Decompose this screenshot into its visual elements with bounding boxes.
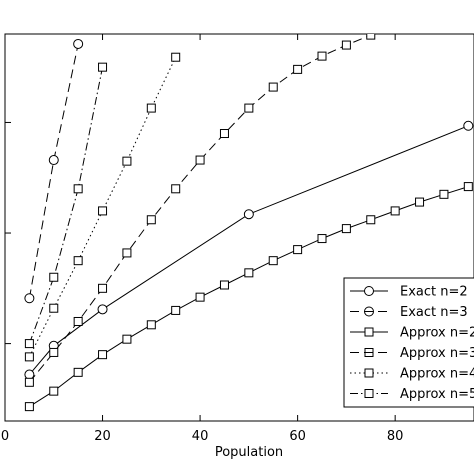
legend-marker-1 — [364, 306, 374, 317]
legend-item-4: Approx n=4 — [350, 367, 474, 382]
series-2-point-15 — [390, 206, 400, 216]
series-2-point-12 — [317, 234, 327, 244]
series-2-point-16 — [415, 197, 425, 207]
legend-label-3: Approx n=3 — [400, 346, 474, 361]
series-1 — [24, 38, 84, 304]
series-2-point-2 — [73, 367, 83, 377]
series-2-point-14 — [366, 215, 376, 225]
series-line-1 — [28, 43, 79, 299]
series-3-point-3 — [98, 283, 108, 293]
series-4 — [24, 52, 181, 362]
legend-label-2: Approx n=2 — [400, 326, 474, 341]
series-4-point-5 — [146, 103, 156, 113]
series-3-point-17 — [440, 6, 448, 14]
series-3-point-9 — [244, 103, 254, 113]
legend-item-3: Approx n=3 — [350, 346, 474, 361]
series-2-point-1 — [49, 386, 59, 396]
series-3-point-18 — [464, 0, 472, 7]
x-axis-label: Population — [215, 445, 283, 460]
legend: Exact n=2 Exact n=3 Approx n=2 Approx n=3 Ap… — [343, 277, 474, 408]
series-3 — [24, 0, 472, 387]
series-2-point-0 — [24, 402, 34, 412]
legend-box — [343, 277, 474, 408]
series-0-point-4 — [463, 120, 474, 131]
series-3-point-7 — [195, 155, 205, 165]
series-0-point-2 — [97, 304, 108, 315]
series-0 — [24, 120, 474, 380]
legend-label-0: Exact n=2 — [400, 285, 468, 300]
series-3-point-14 — [366, 34, 376, 40]
series-2-point-9 — [244, 268, 254, 278]
x-tick-label-0: 0 — [1, 429, 9, 444]
series-line-5 — [28, 67, 103, 344]
series-4-point-2 — [73, 256, 83, 266]
series-2-point-13 — [341, 224, 351, 234]
x-tick-label-4: 80 — [387, 429, 404, 444]
legend-marker-3 — [364, 348, 374, 357]
series-2-point-5 — [146, 320, 156, 330]
series-3-point-0 — [24, 377, 34, 387]
series-3-point-12 — [317, 51, 327, 61]
series-1-point-1 — [48, 155, 59, 166]
series-5 — [24, 62, 108, 349]
series-5-point-2 — [73, 184, 83, 194]
series-5-point-1 — [49, 272, 59, 282]
series-4-point-0 — [24, 352, 34, 362]
series-4-point-4 — [122, 156, 132, 166]
series-0-point-3 — [243, 209, 254, 220]
axes — [4, 33, 474, 422]
series-3-point-6 — [171, 184, 181, 194]
legend-label-4: Approx n=4 — [400, 367, 474, 382]
series-3-point-2 — [73, 316, 83, 326]
legend-marker-2 — [364, 327, 374, 337]
plot-frame — [4, 33, 474, 422]
legend-marker-5 — [364, 389, 374, 398]
series-4-point-3 — [98, 206, 108, 216]
series-3-point-1 — [49, 347, 59, 357]
series-2-point-6 — [171, 305, 181, 315]
series-2-point-7 — [195, 292, 205, 302]
series-5-point-3 — [98, 62, 108, 72]
x-tick-label-3: 60 — [289, 429, 306, 444]
series-4-point-1 — [49, 303, 59, 313]
series-5-point-0 — [24, 339, 34, 349]
legend-label-5: Approx n=5 — [400, 387, 474, 402]
series-3-point-4 — [122, 248, 132, 258]
legend-item-2: Approx n=2 — [350, 326, 474, 341]
series-2-point-18 — [463, 182, 473, 192]
series-2-point-3 — [98, 350, 108, 360]
x-tick-label-2: 40 — [192, 429, 209, 444]
series-3-point-15 — [391, 22, 399, 30]
series-2-point-11 — [293, 245, 303, 255]
legend-item-1: Exact n=3 — [350, 305, 468, 320]
legend-item-5: Approx n=5 — [350, 387, 474, 402]
series-2-point-17 — [439, 189, 449, 199]
series-3-point-8 — [219, 129, 229, 139]
series-2 — [24, 182, 473, 412]
series-2-point-8 — [219, 280, 229, 290]
series-4-point-6 — [171, 52, 181, 62]
legend-item-0: Exact n=2 — [350, 285, 468, 300]
legend-marker-0 — [364, 286, 374, 296]
legend-marker-4 — [364, 368, 374, 378]
series-layer — [24, 0, 474, 412]
legend-label-1: Exact n=3 — [400, 305, 468, 320]
series-1-point-2 — [73, 38, 84, 49]
series-3-point-10 — [268, 82, 278, 92]
series-3-point-16 — [416, 13, 424, 21]
x-axis-ticks: 0 20 40 60 80 — [1, 34, 404, 444]
series-3-point-13 — [341, 40, 351, 50]
series-3-point-5 — [146, 215, 156, 225]
x-tick-label-1: 20 — [94, 429, 111, 444]
series-3-point-11 — [293, 64, 303, 74]
series-2-point-4 — [122, 334, 132, 344]
series-1-point-0 — [24, 293, 35, 304]
series-2-point-10 — [268, 256, 278, 266]
